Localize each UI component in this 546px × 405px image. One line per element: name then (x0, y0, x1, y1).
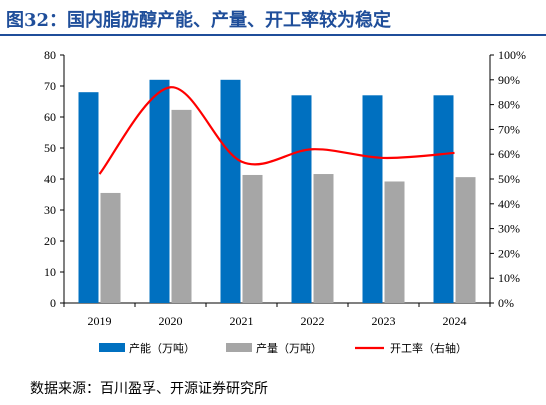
y-right-tick-label: 90% (498, 73, 520, 87)
bar-capacity (291, 95, 312, 303)
y-right-tick-label: 60% (498, 147, 520, 161)
bar-capacity (433, 95, 454, 303)
y-right-tick-label: 40% (498, 197, 520, 211)
y-left-tick-label: 60 (44, 110, 56, 124)
legend-label-capacity: 产能（万吨） (129, 341, 195, 355)
title-bar: 图32：国内脂肪醇产能、产量、开工率较为稳定 (0, 0, 546, 40)
x-tick-label: 2022 (301, 314, 325, 328)
x-tick-label: 2019 (88, 314, 112, 328)
y-left-tick-label: 50 (44, 141, 56, 155)
y-right-tick-label: 70% (498, 122, 520, 136)
bar-capacity (362, 95, 383, 303)
page-title: 图32：国内脂肪醇产能、产量、开工率较为稳定 (6, 10, 392, 31)
y-right-tick-label: 100% (498, 48, 526, 62)
bar-output (242, 174, 263, 303)
legend-swatch-output (226, 343, 252, 352)
source-note: 数据来源：百川盈孚、开源证券研究所 (30, 381, 268, 397)
y-left-tick-label: 0 (50, 296, 56, 310)
legend-swatch-capacity (99, 343, 125, 352)
x-tick-label: 2021 (230, 314, 254, 328)
legend-label-output: 产量（万吨） (256, 341, 322, 355)
y-left-tick-label: 10 (44, 265, 56, 279)
y-left-tick-label: 40 (44, 172, 56, 186)
title-divider (0, 34, 546, 36)
y-left-tick-label: 30 (44, 203, 56, 217)
y-right-tick-label: 10% (498, 271, 520, 285)
y-right-tick-label: 20% (498, 246, 520, 260)
bar-capacity (78, 92, 99, 303)
bar-output (171, 109, 192, 304)
x-tick-label: 2023 (372, 314, 396, 328)
line-utilization-rate (98, 86, 455, 175)
chart: 0 10 20 30 40 50 60 70 80 0% 10% 20% 30% 40% 50% 60% 70%… (44, 48, 526, 355)
bar-capacity (149, 79, 170, 303)
legend-label-rate: 开工率（右轴） (390, 341, 467, 355)
y-left-tick-label: 80 (44, 48, 56, 62)
bar-output (100, 192, 121, 303)
bar-output (384, 181, 405, 303)
bar-output (455, 177, 476, 303)
y-right-tick-label: 80% (498, 98, 520, 112)
y-right-tick-label: 50% (498, 172, 520, 186)
y-right-tick-label: 30% (498, 222, 520, 236)
x-tick-label: 2024 (443, 314, 467, 328)
bar-capacity (220, 79, 241, 303)
bar-output (313, 174, 334, 303)
y-left-tick-label: 70 (44, 79, 56, 93)
y-right-tick-label: 0% (498, 296, 514, 310)
y-left-tick-label: 20 (44, 234, 56, 248)
x-tick-label: 2020 (159, 314, 183, 328)
